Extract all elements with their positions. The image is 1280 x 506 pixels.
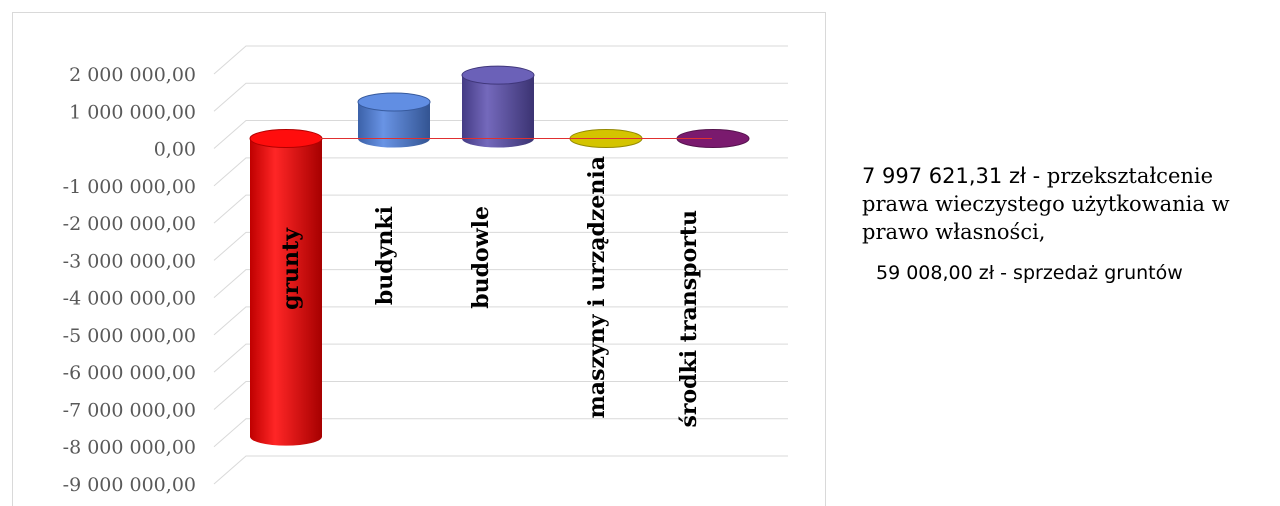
- gridline: [213, 157, 788, 187]
- bar-cap: [357, 92, 431, 112]
- bar-body: [462, 75, 534, 148]
- y-tick-label: 0,00: [154, 139, 196, 161]
- category-label: budowle: [468, 206, 494, 309]
- gridline: [213, 82, 788, 112]
- y-tick-label: -8 000 000,00: [63, 437, 196, 459]
- category-label: budynki: [372, 206, 398, 305]
- gridline: [213, 306, 788, 336]
- y-tick-label: -3 000 000,00: [63, 250, 196, 272]
- annotation-conversion-text: przekształcenie prawa wieczystego użytko…: [862, 164, 1230, 244]
- y-tick-label: -2 000 000,00: [63, 213, 196, 235]
- annotation-conversion: 7 997 621,31 zł - przekształcenie prawa …: [862, 162, 1280, 246]
- gridline: [213, 343, 788, 373]
- bar-3: [461, 65, 535, 148]
- gridline: [213, 380, 788, 410]
- gridline: [213, 45, 788, 75]
- y-tick-label: 2 000 000,00: [69, 64, 196, 86]
- gridline: [213, 231, 788, 261]
- bar-body: [250, 138, 322, 446]
- bar-chart: 2 000 000,00 1 000 000,00 0,00 -1 000 000,0…: [63, 45, 788, 496]
- category-label: grunty: [278, 227, 304, 310]
- y-tick-label: -1 000 000,00: [63, 176, 196, 198]
- y-tick-label: -4 000 000,00: [63, 288, 196, 310]
- bar-cap: [461, 65, 535, 85]
- y-tick-label: -7 000 000,00: [63, 399, 196, 421]
- gridline: [213, 418, 788, 448]
- bar-2: [357, 92, 431, 148]
- category-label: maszyny i urządzenia: [584, 156, 610, 418]
- annotation-conversion-amount: 7 997 621,31 zł -: [862, 164, 1047, 188]
- bar-1: [249, 129, 323, 446]
- y-tick-label: -5 000 000,00: [63, 325, 196, 347]
- annotation-land-sale: 59 008,00 zł - sprzedaż gruntów: [876, 262, 1183, 284]
- gridline: [213, 194, 788, 224]
- gridline: [213, 269, 788, 299]
- bar-cap: [249, 129, 323, 149]
- gridline: [213, 455, 788, 485]
- gridline: [213, 120, 788, 149]
- bar-body: [358, 102, 430, 148]
- y-tick-label: -6 000 000,00: [63, 362, 196, 384]
- chart-frame: [12, 12, 826, 506]
- y-tick-label: -9 000 000,00: [63, 474, 196, 496]
- y-tick-label: 1 000 000,00: [69, 101, 196, 123]
- category-label: środki transportu: [676, 210, 702, 428]
